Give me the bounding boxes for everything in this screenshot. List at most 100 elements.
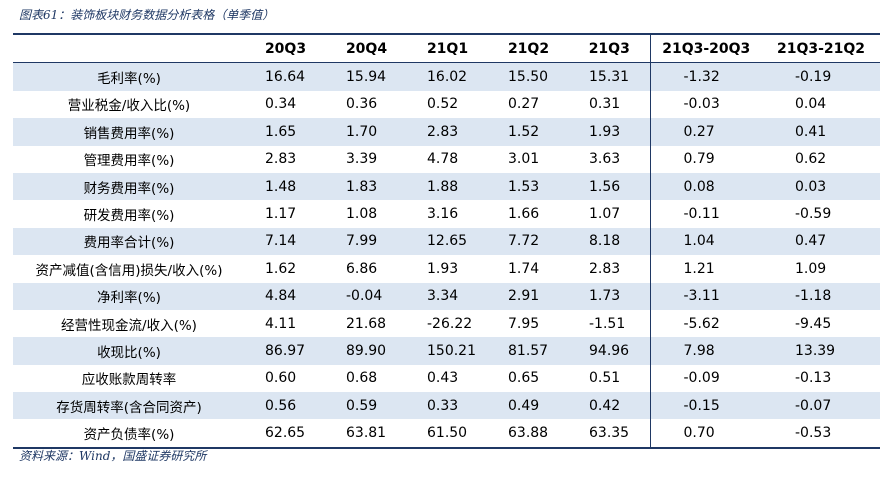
column-header	[13, 34, 245, 64]
table-row: 存货周转率(含合同资产) 0.56 0.59 0.33 0.49 0.42 -0.15 -0.…	[13, 392, 880, 420]
table-cell: -0.53	[795, 425, 832, 442]
table-cell: -26.22	[427, 315, 473, 332]
table-cell: 1.66	[508, 206, 540, 223]
table-cell: 1.73	[569, 282, 651, 310]
row-label: 营业税金/收入比(%)	[67, 98, 191, 115]
table-row: 资产负债率(%) 62.65 63.81 61.50 63.88 63.35 0.70 -0.…	[13, 419, 880, 448]
table-row: 销售费用率(%) 1.65 1.70 2.83 1.52 1.93 0.27 0.41	[13, 118, 880, 146]
table-caption: 图表61：装饰板块财务数据分析表格（单季值）	[19, 8, 275, 22]
table-cell: 15.31	[569, 62, 651, 91]
source-note: 资料来源：Wind，国盛证券研究所	[19, 449, 207, 463]
row-label: 收现比(%)	[97, 344, 161, 361]
table-cell: -0.15	[683, 397, 720, 414]
table-cell: 0.33	[427, 397, 459, 414]
table-cell: 1.09	[795, 260, 827, 277]
table-cell: 63.35	[569, 419, 651, 448]
table-cell: 61.50	[427, 425, 468, 442]
table-cell: 0.51	[569, 364, 651, 393]
column-header: 21Q2	[488, 34, 569, 64]
table-cell: 0.34	[265, 96, 297, 113]
row-label: 应收账款周转率	[81, 372, 177, 389]
financial-table-container: 20Q3 20Q4 21Q1 21Q2 21Q3 21Q3-20Q3 21Q3-21Q2 毛…	[13, 33, 880, 449]
table-cell: 1.93	[569, 118, 651, 146]
table-cell: 0.41	[795, 123, 827, 140]
table-cell: -0.09	[683, 370, 720, 387]
table-cell: 0.79	[683, 151, 715, 168]
row-label: 研发费用率(%)	[83, 208, 175, 225]
table-row: 费用率合计(%) 7.14 7.99 12.65 7.72 8.18 1.04 0.47	[13, 227, 880, 256]
table-cell: 0.08	[683, 178, 715, 195]
table-cell: 0.59	[346, 397, 378, 414]
row-label: 管理费用率(%)	[83, 153, 175, 170]
table-cell: 7.95	[508, 315, 540, 332]
table-cell: 81.57	[508, 342, 549, 359]
table-cell: 1.83	[346, 178, 378, 195]
table-cell: 1.65	[265, 123, 297, 140]
table-cell: 0.62	[795, 151, 827, 168]
table-cell: 15.50	[508, 69, 549, 86]
table-cell: -0.19	[795, 69, 832, 86]
table-cell: -1.51	[569, 309, 651, 338]
column-header: 20Q3	[245, 34, 326, 64]
table-cell: 0.36	[346, 96, 378, 113]
table-row: 收现比(%) 86.97 89.90 150.21 81.57 94.96 7.98 13.3…	[13, 337, 880, 365]
table-cell: 4.11	[265, 315, 297, 332]
table-cell: -0.07	[795, 397, 832, 414]
table-cell: 16.64	[265, 69, 306, 86]
table-cell: 1.93	[427, 260, 459, 277]
table-header-row: 20Q3 20Q4 21Q1 21Q2 21Q3 21Q3-20Q3 21Q3-21Q2	[13, 34, 880, 64]
row-label: 存货周转率(含合同资产)	[56, 399, 202, 416]
table-cell: 3.16	[427, 206, 459, 223]
table-cell: 0.68	[346, 370, 378, 387]
table-cell: 12.65	[427, 233, 468, 250]
table-row: 财务费用率(%) 1.48 1.83 1.88 1.53 1.56 0.08 0.03	[13, 172, 880, 201]
table-body: 毛利率(%) 16.64 15.94 16.02 15.50 15.31 -1.32 -0.1…	[13, 62, 880, 448]
table-cell: 1.53	[508, 178, 540, 195]
column-header: 20Q4	[326, 34, 407, 64]
table-cell: -3.11	[683, 288, 720, 305]
table-cell: 3.34	[427, 288, 459, 305]
table-cell: 0.49	[508, 397, 540, 414]
table-cell: 1.17	[265, 206, 297, 223]
table-cell: 62.65	[265, 425, 306, 442]
row-label: 净利率(%)	[97, 290, 161, 307]
financial-table: 20Q3 20Q4 21Q1 21Q2 21Q3 21Q3-20Q3 21Q3-21Q2 毛…	[13, 33, 880, 449]
table-cell: 89.90	[346, 342, 387, 359]
table-cell: 1.70	[346, 123, 378, 140]
table-cell: 13.39	[795, 342, 836, 359]
table-cell: 7.99	[346, 233, 378, 250]
table-cell: -1.32	[683, 69, 720, 86]
table-cell: 0.52	[427, 96, 459, 113]
table-row: 管理费用率(%) 2.83 3.39 4.78 3.01 3.63 0.79 0.62	[13, 145, 880, 173]
table-cell: 0.70	[683, 425, 715, 442]
table-cell: 1.04	[683, 233, 715, 250]
table-cell: 6.86	[346, 260, 378, 277]
table-cell: 15.94	[346, 69, 387, 86]
table-cell: 2.83	[427, 123, 459, 140]
table-cell: 63.88	[508, 425, 549, 442]
table-cell: -0.59	[795, 206, 832, 223]
table-cell: 2.83	[569, 255, 651, 283]
table-cell: -0.13	[795, 370, 832, 387]
table-cell: 7.98	[683, 342, 715, 359]
table-cell: 1.88	[427, 178, 459, 195]
table-cell: 2.91	[508, 288, 540, 305]
table-cell: 21.68	[346, 315, 387, 332]
table-row: 资产减值(含信用)损失/收入(%) 1.62 6.86 1.93 1.74 2.83 1.2…	[13, 255, 880, 283]
row-label: 资产负债率(%)	[83, 427, 175, 444]
table-cell: 1.56	[569, 172, 651, 201]
table-cell: 3.63	[569, 145, 651, 173]
table-cell: 3.01	[508, 151, 540, 168]
table-cell: 1.74	[508, 260, 540, 277]
table-row: 研发费用率(%) 1.17 1.08 3.16 1.66 1.07 -0.11 -0.59	[13, 200, 880, 228]
table-cell: 0.42	[569, 392, 651, 420]
table-cell: 150.21	[427, 342, 476, 359]
table-cell: 4.78	[427, 151, 459, 168]
table-row: 营业税金/收入比(%) 0.34 0.36 0.52 0.27 0.31 -0.03 0.04	[13, 90, 880, 119]
table-row: 毛利率(%) 16.64 15.94 16.02 15.50 15.31 -1.32 -0.1…	[13, 62, 880, 91]
table-cell: 0.65	[508, 370, 540, 387]
table-cell: 1.48	[265, 178, 297, 195]
table-cell: 7.72	[508, 233, 540, 250]
table-cell: -0.11	[683, 206, 720, 223]
table-cell: 3.39	[346, 151, 378, 168]
